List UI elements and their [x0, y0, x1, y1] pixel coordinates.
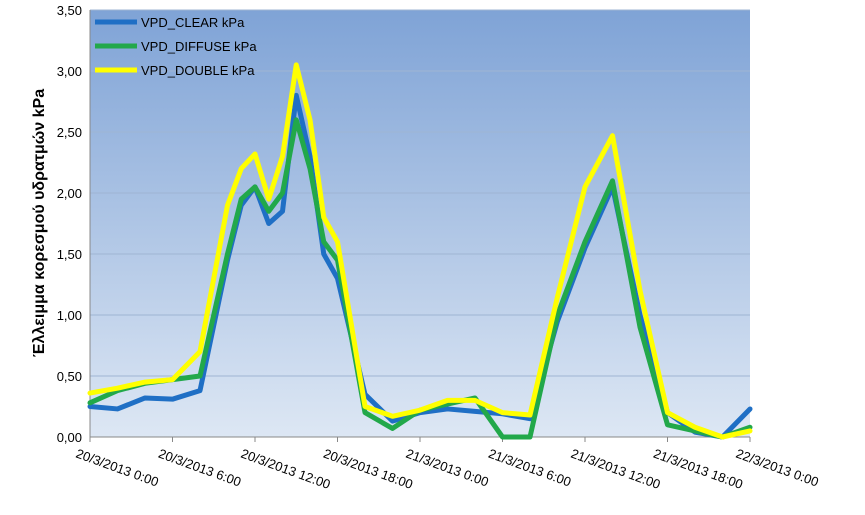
y-tick-label: 1,50: [57, 247, 82, 262]
x-tick-label: 20/3/2013 6:00: [156, 446, 243, 490]
x-tick-label: 21/3/2013 6:00: [486, 446, 573, 490]
y-tick-label: 0,50: [57, 369, 82, 384]
y-tick-label: 3,50: [57, 3, 82, 18]
x-tick-label: 21/3/2013 12:00: [569, 446, 662, 492]
x-tick-label: 20/3/2013 0:00: [74, 446, 161, 490]
y-tick-label: 3,00: [57, 64, 82, 79]
legend-label: VPD_DIFFUSE kPa: [141, 39, 257, 54]
y-axis-label: Έλλειμμα κορεσμού υδρατμών kPa: [31, 89, 48, 357]
legend-label: VPD_CLEAR kPa: [141, 15, 245, 30]
x-tick-label: 21/3/2013 0:00: [404, 446, 491, 490]
legend-label: VPD_DOUBLE kPa: [141, 63, 255, 78]
series-line: [87, 62, 753, 440]
x-tick-label: 20/3/2013 18:00: [321, 446, 414, 492]
series-line: [87, 117, 753, 440]
y-tick-label: 1,00: [57, 308, 82, 323]
x-tick-label: 21/3/2013 18:00: [651, 446, 744, 492]
y-tick-label: 0,00: [57, 430, 82, 445]
y-tick-label: 2,50: [57, 125, 82, 140]
x-tick-label: 20/3/2013 12:00: [239, 446, 332, 492]
x-tick-label: 22/3/2013 0:00: [734, 446, 821, 490]
y-tick-label: 2,00: [57, 186, 82, 201]
